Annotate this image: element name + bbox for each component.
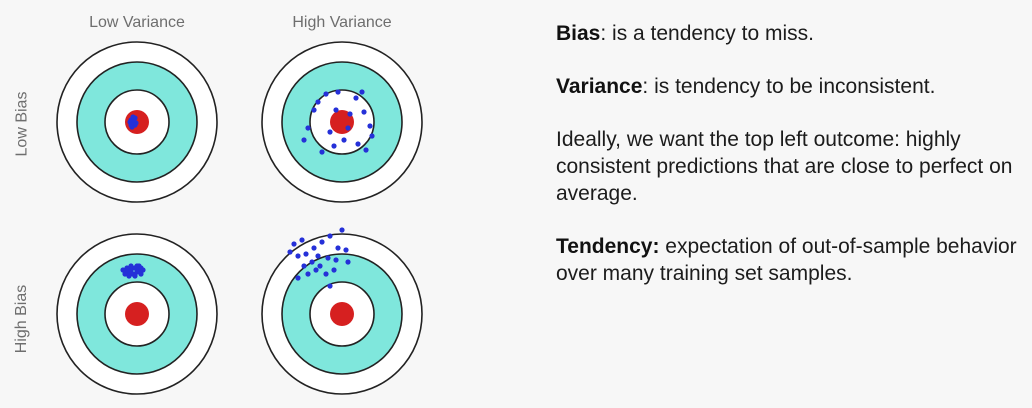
prediction-dot (363, 147, 369, 153)
bullseye (330, 302, 354, 326)
prediction-dot (313, 267, 319, 273)
prediction-dot (301, 263, 307, 269)
paragraph-ideal: Ideally, we want the top left outcome: h… (556, 126, 1026, 207)
prediction-dot (124, 267, 130, 273)
prediction-dot (331, 143, 337, 149)
prediction-dot (345, 259, 351, 265)
bias-variance-diagram: Low Variance High Variance Low Bias High… (13, 14, 423, 395)
prediction-dot (287, 249, 293, 255)
prediction-dot (299, 237, 305, 243)
definition-tendency: expectation of out-of-sample behavior ov… (556, 235, 1017, 285)
prediction-dot (359, 89, 365, 95)
definition-bias: : is a tendency to miss. (600, 22, 814, 45)
definition-variance: : is tendency to be inconsistent. (642, 75, 936, 98)
prediction-dot (128, 263, 134, 269)
prediction-dot (295, 253, 301, 259)
prediction-dot (335, 245, 341, 251)
prediction-dot (295, 275, 301, 281)
prediction-dot (347, 111, 353, 117)
prediction-dot (134, 269, 140, 275)
prediction-dot (341, 137, 347, 143)
prediction-dot (315, 253, 321, 259)
prediction-dot (291, 241, 297, 247)
prediction-dot (305, 271, 311, 277)
prediction-dot (301, 137, 307, 143)
prediction-dot (325, 255, 331, 261)
col-label-low-variance: Low Variance (89, 14, 185, 31)
prediction-dot (319, 239, 325, 245)
prediction-dot (311, 245, 317, 251)
prediction-dot (335, 89, 341, 95)
prediction-dot (311, 107, 317, 113)
prediction-dot (367, 123, 373, 129)
target-low-bias-high-variance (261, 41, 423, 203)
target-high-bias-low-variance (56, 233, 218, 395)
definitions-panel: Bias: is a tendency to miss. Variance: i… (556, 20, 1026, 313)
prediction-dot (327, 283, 333, 289)
prediction-dot (339, 227, 345, 233)
prediction-dot (323, 271, 329, 277)
prediction-dot (305, 125, 311, 131)
term-bias: Bias (556, 22, 601, 45)
prediction-dot (327, 129, 333, 135)
prediction-dot (122, 271, 128, 277)
target-high-bias-high-variance (261, 227, 423, 395)
col-label-high-variance: High Variance (292, 14, 392, 31)
ideal-outcome-text: Ideally, we want the top left outcome: h… (556, 128, 1013, 205)
prediction-dot (120, 267, 126, 273)
prediction-dot (333, 107, 339, 113)
bullseye (125, 302, 149, 326)
prediction-dot (343, 247, 349, 253)
prediction-dot (128, 122, 134, 128)
paragraph-variance: Variance: is tendency to be inconsistent… (556, 73, 1026, 100)
prediction-dot (369, 133, 375, 139)
prediction-dot (355, 141, 361, 147)
prediction-dot (303, 251, 309, 257)
prediction-dot (323, 91, 329, 97)
prediction-dot (333, 257, 339, 263)
prediction-dot (327, 233, 333, 239)
prediction-dot (138, 271, 144, 277)
prediction-dot (315, 99, 321, 105)
prediction-dot (331, 267, 337, 273)
prediction-dot (353, 95, 359, 101)
prediction-dot (130, 114, 136, 120)
target-low-bias-low-variance (56, 41, 218, 203)
prediction-dot (132, 122, 138, 128)
term-variance: Variance (556, 75, 643, 98)
term-tendency: Tendency: (556, 235, 660, 258)
prediction-dot (131, 118, 137, 124)
prediction-dot (126, 273, 132, 279)
prediction-dot (132, 273, 138, 279)
prediction-dot (309, 259, 315, 265)
prediction-dot (361, 109, 367, 115)
paragraph-bias: Bias: is a tendency to miss. (556, 20, 1026, 47)
prediction-dot (138, 265, 144, 271)
targets-canvas (56, 41, 423, 395)
prediction-dot (319, 149, 325, 155)
prediction-dot (345, 125, 351, 131)
paragraph-tendency: Tendency: expectation of out-of-sample b… (556, 233, 1026, 287)
prediction-dot (317, 263, 323, 269)
